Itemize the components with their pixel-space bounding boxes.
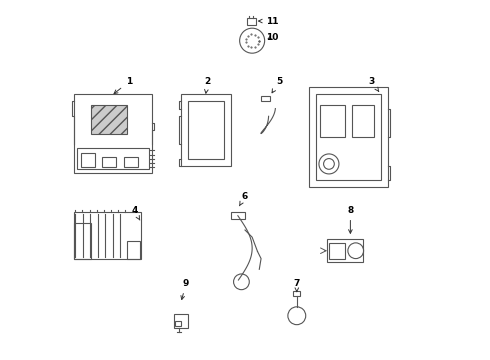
- Text: 7: 7: [294, 279, 300, 292]
- Text: 5: 5: [272, 77, 282, 93]
- Text: 1: 1: [114, 77, 132, 94]
- Bar: [247, 18, 256, 24]
- Bar: [231, 212, 245, 219]
- Bar: [317, 94, 381, 180]
- Bar: [329, 243, 345, 259]
- Bar: [261, 96, 270, 102]
- Text: 6: 6: [240, 192, 248, 206]
- Bar: [92, 105, 127, 134]
- Bar: [123, 157, 138, 167]
- Bar: [173, 314, 188, 328]
- Bar: [77, 148, 148, 169]
- Bar: [102, 157, 117, 167]
- Text: 9: 9: [181, 279, 189, 300]
- Bar: [81, 153, 95, 167]
- Text: 3: 3: [368, 77, 379, 91]
- Text: 2: 2: [204, 77, 211, 93]
- Text: 10: 10: [266, 33, 278, 42]
- Bar: [188, 102, 223, 158]
- Text: 4: 4: [131, 206, 140, 220]
- Text: 11: 11: [259, 17, 278, 26]
- Bar: [181, 94, 231, 166]
- Bar: [74, 212, 142, 258]
- Bar: [74, 223, 92, 258]
- Bar: [175, 321, 181, 327]
- Bar: [127, 241, 140, 258]
- Text: 8: 8: [347, 206, 353, 233]
- Bar: [327, 239, 363, 262]
- Bar: [320, 105, 345, 137]
- Bar: [309, 87, 388, 187]
- Bar: [352, 105, 373, 137]
- Bar: [293, 291, 300, 296]
- Bar: [74, 94, 152, 173]
